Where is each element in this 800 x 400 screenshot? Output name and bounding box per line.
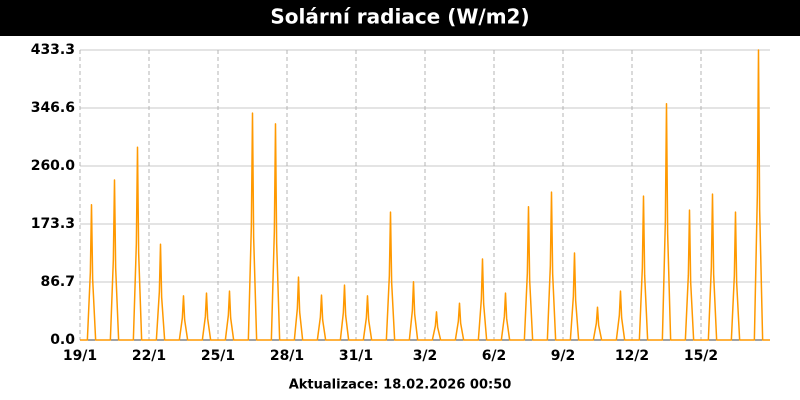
y-tick-label: 260.0: [31, 158, 76, 174]
x-tick-label: 3/2: [413, 348, 438, 364]
x-tick-label: 9/2: [551, 348, 576, 364]
footer: Aktualizace: 18.02.2026 00:50: [289, 378, 512, 393]
y-tick-label: 173.3: [31, 216, 75, 232]
y-tick-label: 433.3: [31, 42, 75, 58]
x-tick-label: 19/1: [63, 348, 97, 364]
y-tick-label: 346.6: [31, 100, 75, 116]
x-tick-label: 22/1: [132, 348, 166, 364]
series-line: [80, 49, 770, 341]
y-tick-label: 86.7: [40, 274, 75, 290]
y-tick-label: 0.0: [50, 332, 75, 348]
chart-title: Solární radiace (W/m2): [270, 5, 529, 29]
x-tick-label: 25/1: [201, 348, 235, 364]
x-tick-label: 28/1: [270, 348, 304, 364]
x-tick-label: 31/1: [339, 348, 373, 364]
x-tick-label: 6/2: [482, 348, 507, 364]
x-tick-label: 12/2: [615, 348, 649, 364]
x-tick-label: 15/2: [684, 348, 718, 364]
title-bar: [0, 0, 800, 36]
